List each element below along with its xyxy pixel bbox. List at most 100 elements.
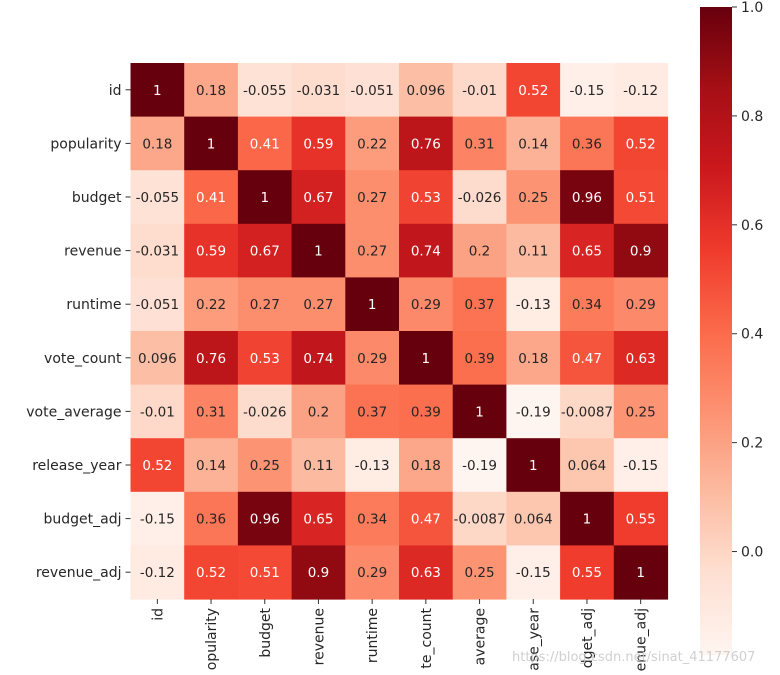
heatmap-cell	[345, 116, 400, 171]
heatmap-cell	[506, 223, 561, 278]
cell-value-label: 0.11	[303, 458, 333, 474]
heatmap-cell	[291, 384, 346, 439]
cell-value-label: 1	[153, 83, 162, 99]
heatmap-cell	[237, 545, 293, 600]
cell-value-label: 0.96	[250, 512, 280, 528]
heatmap-cell	[345, 223, 400, 278]
heatmap-cell	[184, 170, 239, 225]
cell-value-label: -0.12	[140, 565, 175, 581]
x-tick-label: revenue	[311, 608, 327, 665]
cell-value-label: -0.026	[243, 404, 287, 420]
heatmap-cell	[560, 223, 615, 278]
heatmap-cell	[184, 277, 239, 332]
heatmap-cell	[291, 116, 346, 171]
cell-value-label: 0.67	[250, 244, 280, 260]
heatmap-cell	[399, 331, 454, 386]
cell-value-label: 1	[314, 244, 323, 260]
heatmap-cell	[237, 63, 293, 118]
heatmap-cell	[237, 116, 293, 171]
cell-value-label: 0.39	[465, 351, 495, 367]
heatmap-cell	[184, 63, 239, 118]
cell-value-label: 0.096	[138, 351, 177, 367]
cell-value-label: 0.25	[518, 190, 548, 206]
cell-value-label: 0.22	[196, 297, 226, 313]
cell-value-label: 0.34	[572, 297, 602, 313]
heatmap-cell	[506, 491, 561, 546]
y-tick-label: vote_count	[44, 351, 122, 367]
cell-value-label: 0.52	[626, 136, 656, 152]
cell-value-label: 0.29	[357, 351, 387, 367]
y-tick-label: budget	[72, 190, 122, 206]
cell-value-label: -0.0087	[561, 404, 613, 420]
cell-value-label: 0.31	[465, 136, 495, 152]
heatmap-cell	[291, 438, 346, 493]
cell-value-label: 0.67	[303, 190, 333, 206]
cell-value-label: 0.064	[568, 458, 607, 474]
heatmap-cell	[613, 63, 669, 118]
cell-value-label: 0.9	[630, 244, 651, 260]
heatmap-cell	[345, 491, 400, 546]
heatmap-cell	[184, 545, 239, 600]
heatmap-cell	[452, 63, 507, 118]
heatmap-cell	[345, 63, 400, 118]
cell-value-label: 0.76	[411, 136, 441, 152]
cell-value-label: 0.51	[250, 565, 280, 581]
cell-value-label: 0.29	[626, 297, 656, 313]
heatmap-cells: 1 0.18 -0.055 -0.031 -0.051 0.096 -0.01 0.52 -0.…	[130, 63, 669, 600]
cell-value-label: 0.52	[142, 458, 172, 474]
heatmap-cell	[399, 63, 454, 118]
cell-value-label: 0.74	[411, 244, 441, 260]
cell-value-label: 0.59	[196, 244, 226, 260]
cell-value-label: 0.37	[357, 404, 387, 420]
cell-value-label: 0.29	[357, 565, 387, 581]
heatmap-cell	[613, 384, 669, 439]
cell-value-label: 0.25	[250, 458, 280, 474]
y-tick-label: release_year	[32, 458, 122, 474]
cell-value-label: 0.11	[518, 244, 548, 260]
heatmap-cell	[399, 384, 454, 439]
cell-value-label: 0.22	[357, 136, 387, 152]
y-axis-labels: id popularity budget revenue runtime vote_cou…	[26, 83, 131, 581]
heatmap-cell	[399, 277, 454, 332]
cell-value-label: 0.36	[572, 136, 602, 152]
heatmap-cell	[452, 491, 507, 546]
cell-value-label: 0.29	[411, 297, 441, 313]
cell-value-label: -0.01	[462, 83, 497, 99]
cell-value-label: 0.74	[303, 351, 333, 367]
heatmap-cell	[345, 545, 400, 600]
heatmap-cell	[130, 491, 185, 546]
cell-value-label: 0.59	[303, 136, 333, 152]
heatmap-cell	[184, 438, 239, 493]
heatmap-cell	[452, 223, 507, 278]
heatmap-cell	[399, 545, 454, 600]
heatmap-cell	[184, 384, 239, 439]
cell-value-label: -0.026	[458, 190, 502, 206]
cell-value-label: 0.65	[572, 244, 602, 260]
heatmap-cell	[560, 170, 615, 225]
heatmap-cell	[452, 170, 507, 225]
cell-value-label: -0.13	[516, 297, 551, 313]
cell-value-label: 1	[475, 404, 484, 420]
x-tick-label: opularity	[204, 608, 220, 670]
cell-value-label: -0.055	[243, 83, 287, 99]
cell-value-label: -0.15	[623, 458, 658, 474]
cell-value-label: 0.55	[626, 512, 656, 528]
cell-value-label: 0.65	[303, 512, 333, 528]
cell-value-label: 0.18	[518, 351, 548, 367]
heatmap-cell	[130, 545, 185, 600]
x-tick-label: id	[150, 608, 166, 621]
heatmap-cell	[613, 545, 669, 600]
cell-value-label: 0.53	[250, 351, 280, 367]
heatmap-cell	[452, 545, 507, 600]
heatmap-cell	[291, 545, 346, 600]
cell-value-label: 0.53	[411, 190, 441, 206]
heatmap-cell	[237, 277, 293, 332]
heatmap-cell	[506, 170, 561, 225]
colorbar-gradient	[700, 7, 732, 655]
heatmap-cell	[560, 384, 615, 439]
y-tick-label: budget_adj	[44, 512, 122, 528]
cell-value-label: -0.13	[355, 458, 390, 474]
cell-value-label: 0.63	[626, 351, 656, 367]
y-tick-label: id	[109, 83, 122, 99]
